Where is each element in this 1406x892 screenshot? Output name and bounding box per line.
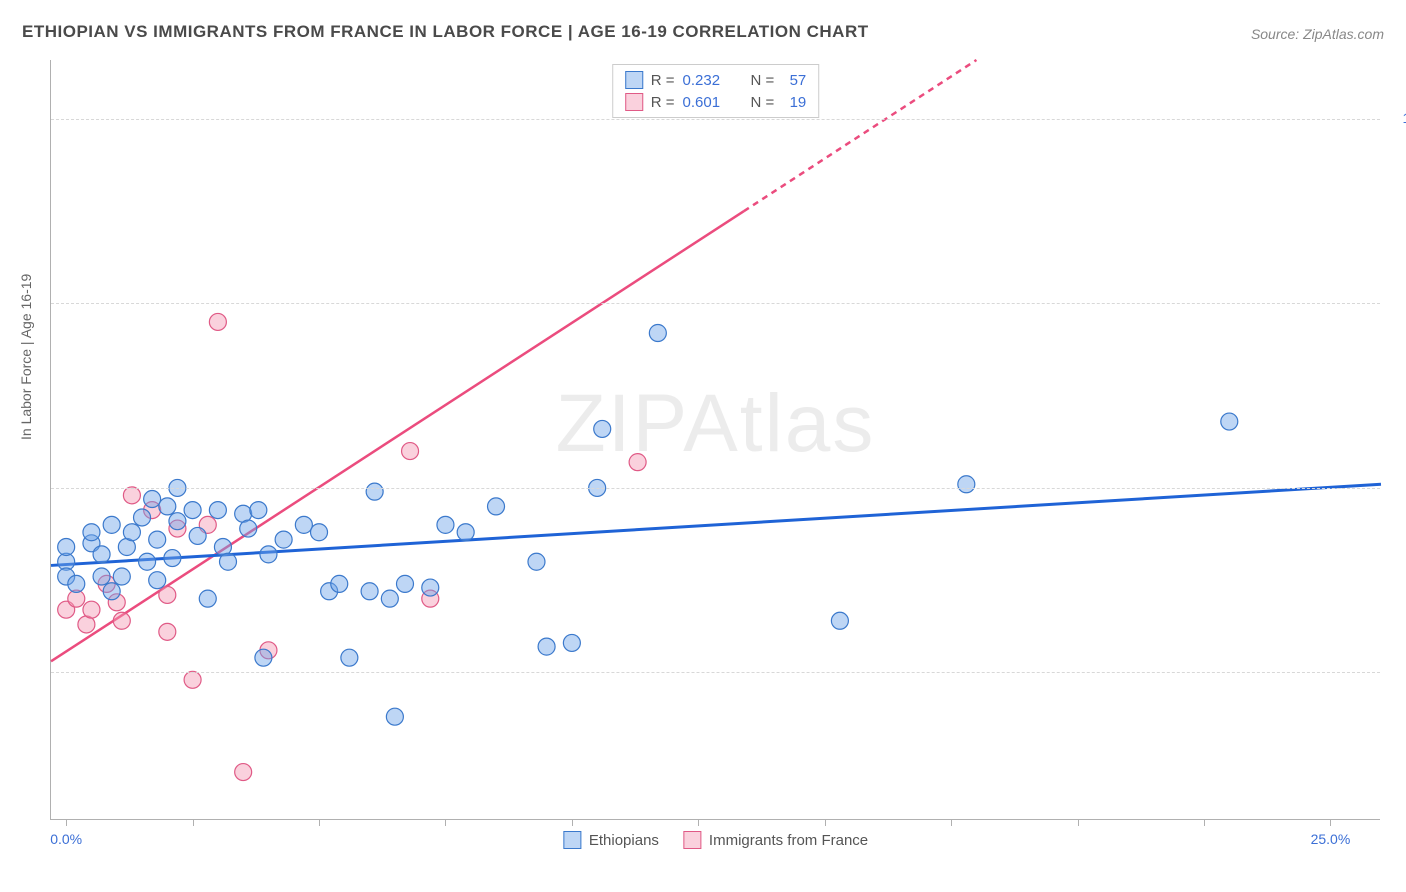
- x-tick-label: 0.0%: [50, 831, 82, 847]
- gridline: [51, 303, 1380, 304]
- data-point: [331, 575, 348, 592]
- data-point: [528, 553, 545, 570]
- data-point: [594, 420, 611, 437]
- data-point: [184, 502, 201, 519]
- data-point: [831, 612, 848, 629]
- data-point: [255, 649, 272, 666]
- data-point: [123, 487, 140, 504]
- data-point: [311, 524, 328, 541]
- y-tick-label: 50.0%: [1390, 479, 1406, 495]
- legend-stat-row: R =0.601N =19: [625, 91, 807, 113]
- data-point: [250, 502, 267, 519]
- data-point: [488, 498, 505, 515]
- data-point: [381, 590, 398, 607]
- plot-area: ZIPAtlas R =0.232N =57R =0.601N =19 Ethi…: [50, 60, 1380, 820]
- correlation-chart: ETHIOPIAN VS IMMIGRANTS FROM FRANCE IN L…: [0, 0, 1406, 892]
- x-tick: [1330, 819, 1331, 826]
- data-point: [199, 590, 216, 607]
- x-tick: [66, 819, 67, 826]
- data-point: [159, 623, 176, 640]
- data-point: [159, 498, 176, 515]
- data-point: [402, 443, 419, 460]
- gridline: [51, 672, 1380, 673]
- data-point: [457, 524, 474, 541]
- data-point: [149, 572, 166, 589]
- data-point: [649, 325, 666, 342]
- legend-label: Ethiopians: [589, 832, 659, 849]
- data-point: [93, 546, 110, 563]
- data-point: [422, 579, 439, 596]
- data-point: [144, 491, 161, 508]
- x-tick: [193, 819, 194, 826]
- plot-svg: [51, 60, 1380, 819]
- legend-swatch: [625, 93, 643, 111]
- data-point: [134, 509, 151, 526]
- x-tick: [1204, 819, 1205, 826]
- data-point: [958, 476, 975, 493]
- x-tick: [825, 819, 826, 826]
- data-point: [437, 516, 454, 533]
- legend-series-item: Immigrants from France: [683, 831, 868, 849]
- y-tick-label: 100.0%: [1390, 110, 1406, 126]
- data-point: [396, 575, 413, 592]
- data-point: [113, 612, 130, 629]
- data-point: [189, 527, 206, 544]
- data-point: [58, 538, 75, 555]
- data-point: [139, 553, 156, 570]
- data-point: [260, 546, 277, 563]
- x-tick: [445, 819, 446, 826]
- x-tick: [572, 819, 573, 826]
- x-tick: [698, 819, 699, 826]
- source-attribution: Source: ZipAtlas.com: [1251, 26, 1384, 42]
- data-point: [123, 524, 140, 541]
- legend-swatch: [563, 831, 581, 849]
- data-point: [169, 513, 186, 530]
- chart-title: ETHIOPIAN VS IMMIGRANTS FROM FRANCE IN L…: [22, 22, 869, 42]
- data-point: [386, 708, 403, 725]
- data-point: [629, 454, 646, 471]
- gridline: [51, 119, 1380, 120]
- legend-stat-row: R =0.232N =57: [625, 69, 807, 91]
- data-point: [184, 671, 201, 688]
- data-point: [1221, 413, 1238, 430]
- data-point: [341, 649, 358, 666]
- data-point: [68, 575, 85, 592]
- data-point: [235, 764, 252, 781]
- legend-series-item: Ethiopians: [563, 831, 659, 849]
- data-point: [219, 553, 236, 570]
- data-point: [240, 520, 257, 537]
- gridline: [51, 488, 1380, 489]
- data-point: [93, 568, 110, 585]
- x-tick: [319, 819, 320, 826]
- data-point: [538, 638, 555, 655]
- x-tick: [951, 819, 952, 826]
- legend-label: Immigrants from France: [709, 832, 868, 849]
- data-point: [209, 502, 226, 519]
- data-point: [113, 568, 130, 585]
- data-point: [83, 601, 100, 618]
- y-tick-label: 75.0%: [1390, 294, 1406, 310]
- data-point: [103, 516, 120, 533]
- data-point: [366, 483, 383, 500]
- data-point: [149, 531, 166, 548]
- data-point: [209, 313, 226, 330]
- data-point: [159, 586, 176, 603]
- y-tick-label: 25.0%: [1390, 663, 1406, 679]
- data-point: [361, 583, 378, 600]
- legend-series: Ethiopians Immigrants from France: [563, 831, 868, 849]
- data-point: [103, 583, 120, 600]
- x-tick: [1078, 819, 1079, 826]
- data-point: [164, 550, 181, 567]
- data-point: [563, 634, 580, 651]
- legend-swatch: [683, 831, 701, 849]
- x-tick-label: 25.0%: [1311, 831, 1351, 847]
- data-point: [275, 531, 292, 548]
- y-axis-label: In Labor Force | Age 16-19: [18, 274, 34, 440]
- data-point: [295, 516, 312, 533]
- legend-stats: R =0.232N =57R =0.601N =19: [612, 64, 820, 118]
- data-point: [83, 524, 100, 541]
- legend-swatch: [625, 71, 643, 89]
